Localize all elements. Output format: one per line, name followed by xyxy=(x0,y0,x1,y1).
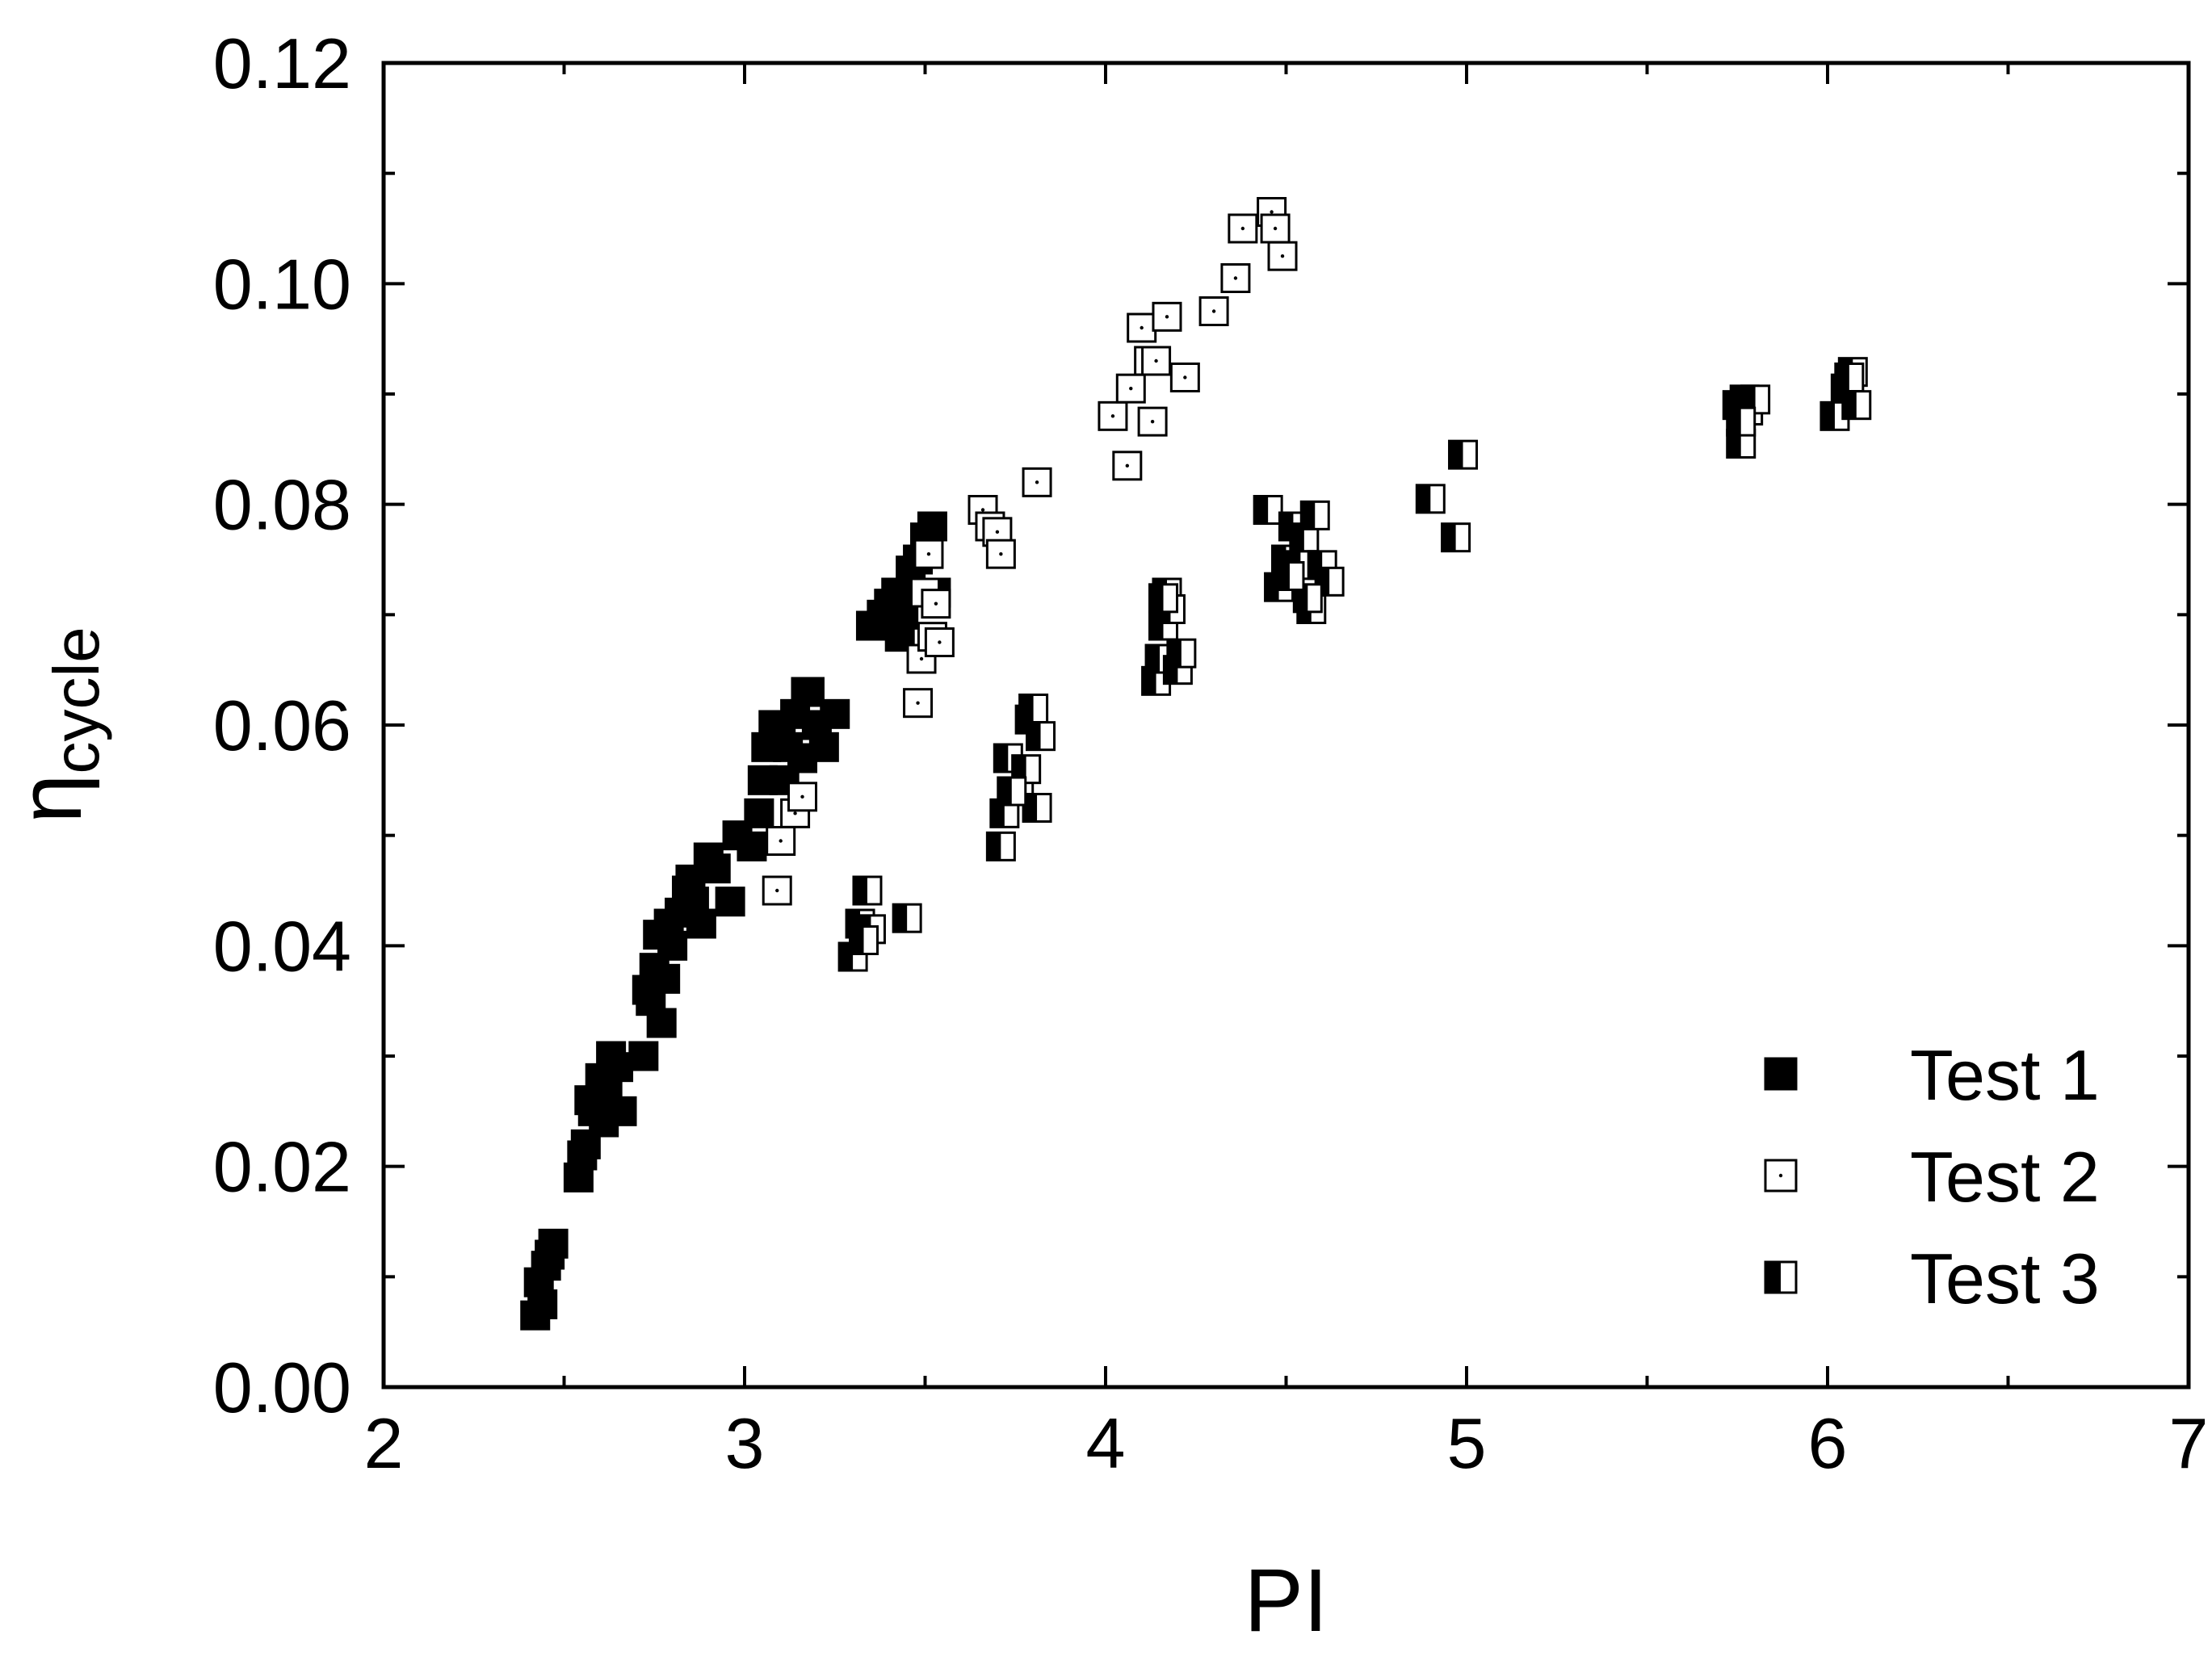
data-points-group xyxy=(520,197,1872,1331)
data-point xyxy=(1018,694,1049,723)
legend-marker xyxy=(1764,1057,1798,1091)
series-3-points xyxy=(837,357,1872,972)
legend-label: Test 1 xyxy=(1910,1035,2100,1115)
legend-item: Test 2 xyxy=(1764,1137,2100,1217)
x-tick-label: 4 xyxy=(1086,1403,1126,1483)
y-tick-label: 0.10 xyxy=(213,244,351,324)
x-tick-label: 5 xyxy=(1447,1403,1487,1483)
legend-marker xyxy=(1764,1159,1798,1193)
data-point xyxy=(1166,638,1197,669)
data-point xyxy=(917,511,947,542)
data-point xyxy=(715,887,745,917)
data-point xyxy=(1169,363,1200,392)
data-point xyxy=(1220,263,1251,293)
data-point xyxy=(744,798,774,828)
data-point xyxy=(653,908,684,939)
legend-item: Test 1 xyxy=(1764,1035,2100,1115)
data-point xyxy=(535,1239,565,1270)
y-tick-label: 0.00 xyxy=(213,1348,351,1427)
legend-item: Test 3 xyxy=(1764,1239,2100,1318)
data-point xyxy=(1841,390,1872,421)
data-point xyxy=(737,831,767,861)
data-point xyxy=(820,698,850,729)
data-point xyxy=(985,539,1016,569)
y-tick-label: 0.08 xyxy=(213,465,351,545)
data-point xyxy=(1022,793,1052,823)
data-point xyxy=(1137,406,1168,437)
data-point xyxy=(1198,296,1229,326)
data-point xyxy=(646,1008,677,1038)
data-point xyxy=(1441,522,1471,553)
x-tick-label: 7 xyxy=(2169,1403,2209,1483)
data-point xyxy=(1011,754,1042,785)
legend-label: Test 2 xyxy=(1910,1137,2100,1217)
x-tick-label: 2 xyxy=(364,1403,404,1483)
data-point xyxy=(913,539,944,569)
data-point xyxy=(1112,451,1143,481)
data-point xyxy=(997,776,1027,807)
data-point xyxy=(1098,400,1128,431)
y-tick-label: 0.04 xyxy=(213,906,351,986)
data-point xyxy=(1834,363,1865,392)
data-point xyxy=(1299,500,1330,530)
data-point xyxy=(589,1107,619,1138)
data-point xyxy=(849,925,879,955)
y-axis-label-subscript: cycle xyxy=(40,627,112,773)
data-point xyxy=(766,826,796,856)
y-axis-label: ηcycle xyxy=(1,627,112,823)
x-tick-label: 3 xyxy=(725,1403,765,1483)
data-point xyxy=(852,875,883,906)
x-axis-label: PI xyxy=(1245,1551,1328,1650)
data-point xyxy=(808,731,839,762)
data-point xyxy=(924,627,955,657)
x-tick-label: 6 xyxy=(1808,1403,1848,1483)
data-point xyxy=(1115,373,1146,404)
legend-label: Test 3 xyxy=(1910,1239,2100,1318)
data-point xyxy=(628,1041,659,1071)
data-point xyxy=(791,677,821,707)
data-point xyxy=(1726,406,1757,437)
series-1-points xyxy=(520,511,951,1331)
data-point xyxy=(1267,241,1298,271)
data-point xyxy=(603,1052,634,1083)
data-point xyxy=(921,589,951,619)
y-axis-label-main: η xyxy=(1,774,100,824)
y-tick-label: 0.12 xyxy=(213,23,351,103)
data-point xyxy=(1274,561,1305,591)
data-point xyxy=(686,908,716,939)
data-point xyxy=(523,1267,554,1297)
data-point xyxy=(892,903,922,933)
series-2-points xyxy=(762,197,1298,906)
data-point xyxy=(632,975,662,1005)
data-point xyxy=(1260,213,1291,244)
data-point xyxy=(1415,484,1446,514)
legend-marker xyxy=(1764,1260,1798,1294)
data-point xyxy=(1253,495,1283,525)
data-point xyxy=(1228,213,1258,244)
data-point xyxy=(1448,439,1479,470)
data-point xyxy=(700,853,731,884)
data-point xyxy=(762,875,792,906)
data-point xyxy=(567,1140,598,1171)
data-point xyxy=(1026,721,1056,752)
data-point xyxy=(985,831,1016,861)
legend: Test 1 Test 2 Test 3 xyxy=(1764,1035,2100,1318)
y-tick-label: 0.02 xyxy=(213,1127,351,1207)
data-point xyxy=(1141,346,1172,376)
data-point xyxy=(1152,301,1182,332)
data-point xyxy=(675,864,706,895)
data-point xyxy=(903,688,934,719)
y-tick-label: 0.06 xyxy=(213,685,351,765)
data-point xyxy=(787,782,818,812)
data-point xyxy=(1022,467,1052,497)
data-point xyxy=(1148,583,1179,614)
data-point xyxy=(1127,312,1157,343)
ticks-group: 2 3 4 5 6 7 0.00 0.02 0.04 0.06 0.08 0.10 0.12 xyxy=(213,23,2209,1483)
